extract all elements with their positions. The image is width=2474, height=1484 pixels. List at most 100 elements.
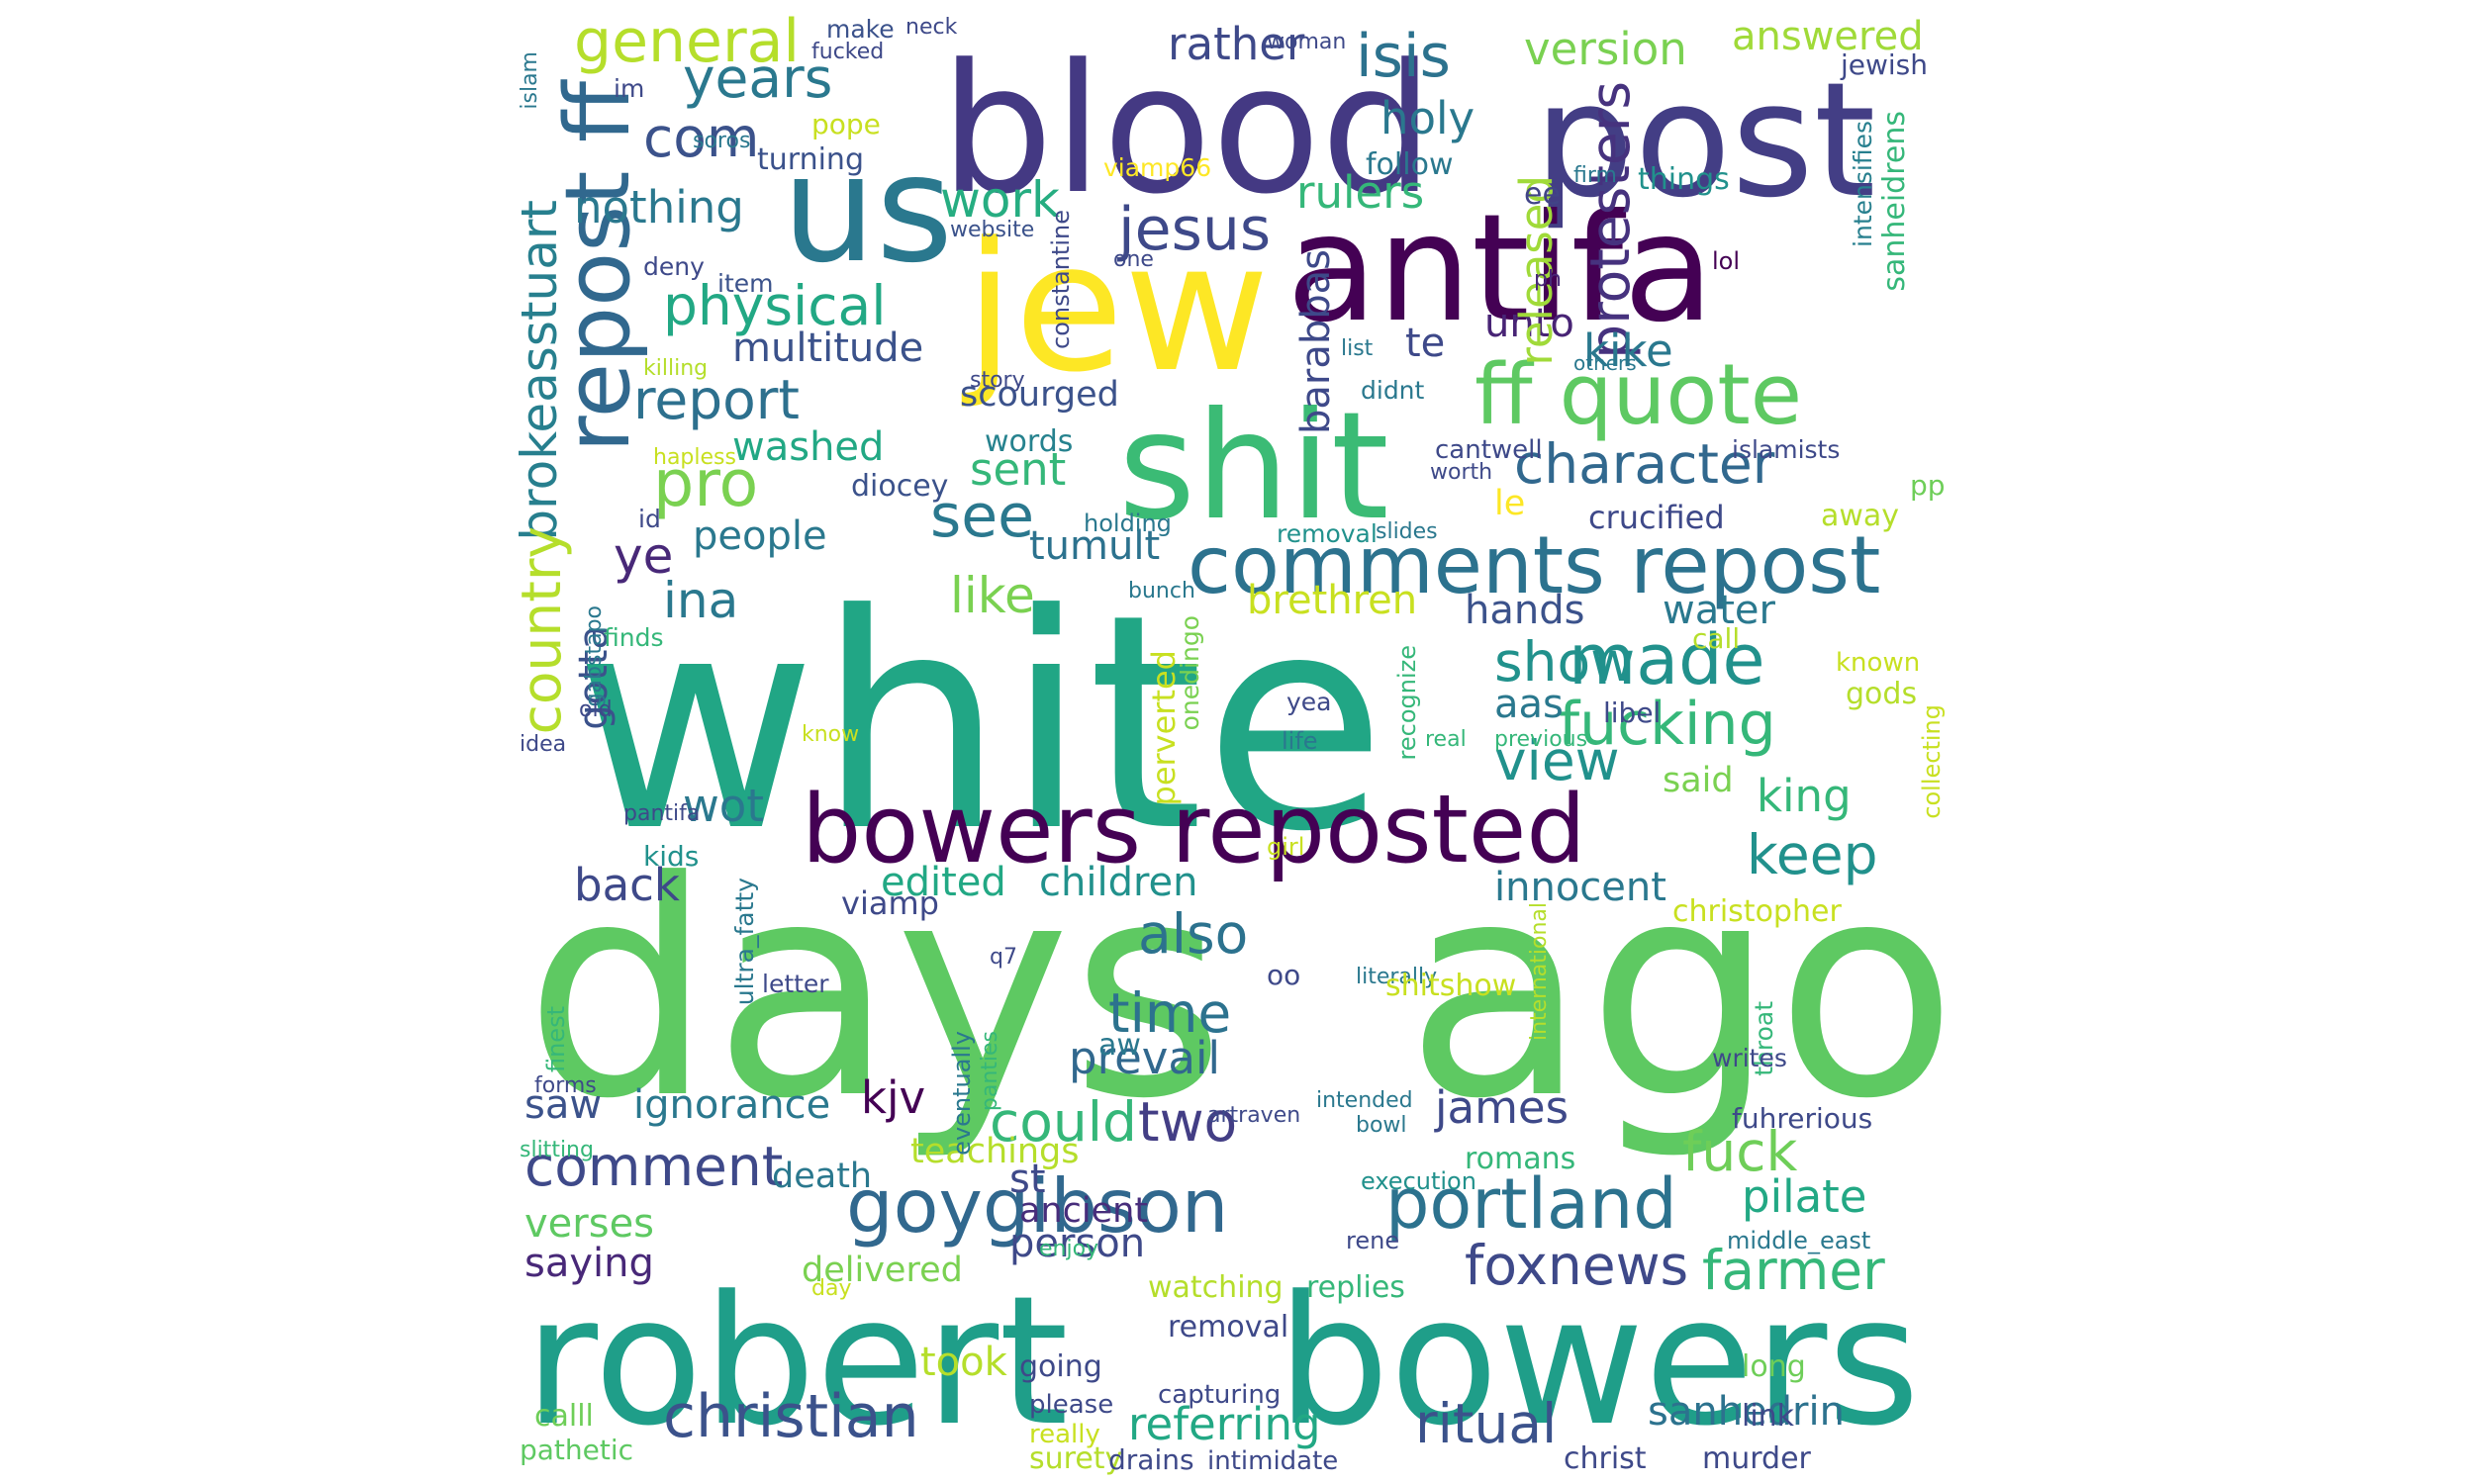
cloud-word: slides: [1376, 519, 1438, 544]
cloud-word: pp: [1910, 469, 1946, 502]
cloud-word: pathetic: [520, 1434, 634, 1466]
cloud-word: rather: [1168, 18, 1305, 70]
cloud-word: woman: [1267, 30, 1347, 54]
cloud-word: show: [1494, 630, 1636, 694]
cloud-word: literally: [1356, 965, 1438, 989]
cloud-word: death: [772, 1157, 873, 1196]
cloud-word: life: [1282, 727, 1318, 755]
cloud-word: brethren: [1247, 578, 1418, 623]
cloud-word: away: [1821, 499, 1900, 533]
cloud-word: ina: [663, 572, 739, 629]
cloud-word: intensifies: [1849, 121, 1877, 247]
cloud-word: romans: [1465, 1142, 1576, 1176]
cloud-word: intended: [1316, 1088, 1413, 1113]
cloud-word: jesus: [1118, 195, 1272, 264]
cloud-word: children: [1039, 860, 1198, 905]
cloud-word: libel: [1603, 696, 1662, 729]
cloud-word: view: [1494, 729, 1620, 792]
cloud-word: pope: [811, 108, 881, 140]
cloud-word: ph: [1534, 267, 1562, 292]
cloud-word: real: [1425, 727, 1467, 752]
cloud-word: recognize: [1393, 645, 1421, 761]
cloud-word: ago: [1405, 818, 1957, 1163]
cloud-word: constantine: [1047, 210, 1075, 349]
cloud-word: hands: [1465, 588, 1585, 633]
cloud-word: days: [524, 818, 1226, 1163]
cloud-word: innocent: [1494, 865, 1666, 910]
cloud-word: foxnews: [1465, 1234, 1689, 1297]
cloud-word: sanheidrens: [1877, 111, 1912, 292]
cloud-word: aas: [1494, 682, 1564, 727]
cloud-word: keep: [1747, 823, 1878, 886]
cloud-word: nothing: [574, 181, 744, 233]
cloud-word: people: [693, 513, 827, 559]
cloud-word: ritual: [1415, 1392, 1558, 1455]
cloud-word: multitude: [732, 325, 924, 371]
cloud-word: going: [1019, 1349, 1102, 1384]
cloud-word: shitshow: [1385, 969, 1517, 1003]
cloud-word: writes: [1712, 1044, 1787, 1072]
cloud-word: eventually: [948, 1031, 976, 1156]
cloud-word: bowers: [1277, 1258, 1921, 1465]
cloud-word: bowers reposted: [802, 776, 1586, 884]
cloud-word: killing: [643, 356, 709, 381]
cloud-word: neck: [905, 15, 958, 40]
cloud-word: others: [1573, 351, 1637, 375]
cloud-word: ee: [1524, 177, 1561, 212]
cloud-word: christopher: [1672, 894, 1842, 929]
cloud-word: years: [683, 46, 833, 110]
cloud-word: finest: [542, 1006, 570, 1073]
cloud-word: person: [1009, 1221, 1146, 1266]
cloud-word: antifa: [1286, 183, 1715, 355]
cloud-word: goygibson: [846, 1162, 1229, 1250]
cloud-word: oo: [1267, 959, 1301, 991]
cloud-word: shit: [1118, 381, 1389, 553]
cloud-word: like: [950, 567, 1035, 624]
cloud-word: previous: [1494, 727, 1588, 752]
cloud-word: referring: [1128, 1398, 1321, 1450]
cloud-word: removal: [1168, 1310, 1289, 1345]
cloud-word: ancient: [1019, 1191, 1149, 1231]
cloud-word: prevail: [1069, 1032, 1220, 1084]
cloud-word: rulers: [1296, 166, 1425, 219]
cloud-word: said: [1663, 761, 1734, 800]
cloud-word: back: [574, 859, 680, 911]
cloud-word: pantifa: [623, 801, 701, 826]
cloud-word: deny: [643, 252, 705, 281]
cloud-word: sanhedrin: [1648, 1389, 1845, 1435]
cloud-word: st: [1009, 1157, 1046, 1202]
cloud-word: version: [1524, 23, 1687, 75]
cloud-word: physical: [663, 274, 887, 337]
cloud-word: general: [574, 12, 801, 76]
cloud-word: ye: [614, 527, 674, 585]
cloud-word: old: [579, 697, 613, 722]
cloud-word: onedingo: [1176, 615, 1204, 731]
cloud-word: com: [643, 106, 760, 169]
cloud-word: see: [930, 482, 1035, 551]
cloud-word: portland: [1385, 1163, 1677, 1245]
cloud-word: please: [1029, 1390, 1114, 1420]
cloud-word: crucified: [1588, 499, 1725, 536]
cloud-word: known: [1836, 648, 1921, 678]
cloud-word: international: [1527, 902, 1552, 1042]
cloud-word: execution: [1361, 1167, 1476, 1195]
cloud-word: washed: [732, 424, 885, 470]
cloud-word: lol: [1712, 247, 1741, 275]
cloud-word: collecting: [1918, 704, 1946, 819]
cloud-word: intimidate: [1207, 1446, 1339, 1476]
cloud-word: also: [1138, 902, 1249, 966]
cloud-word: delivered: [802, 1251, 963, 1290]
cloud-word: two: [1138, 1090, 1238, 1154]
cloud-word: post: [1534, 47, 1876, 232]
cloud-word: unto: [1484, 301, 1574, 346]
cloud-word: yea: [1286, 688, 1332, 716]
cloud-word: finds: [604, 623, 664, 652]
cloud-word: know: [802, 722, 860, 747]
cloud-word: holding: [1084, 510, 1172, 537]
cloud-word: wot: [683, 780, 764, 832]
cloud-word: really: [1029, 1420, 1100, 1449]
cloud-word: story: [970, 368, 1025, 393]
cloud-word: ultra_fatty: [730, 878, 759, 1006]
cloud-word: im: [614, 74, 645, 103]
cloud-word: tumult: [1029, 523, 1161, 569]
